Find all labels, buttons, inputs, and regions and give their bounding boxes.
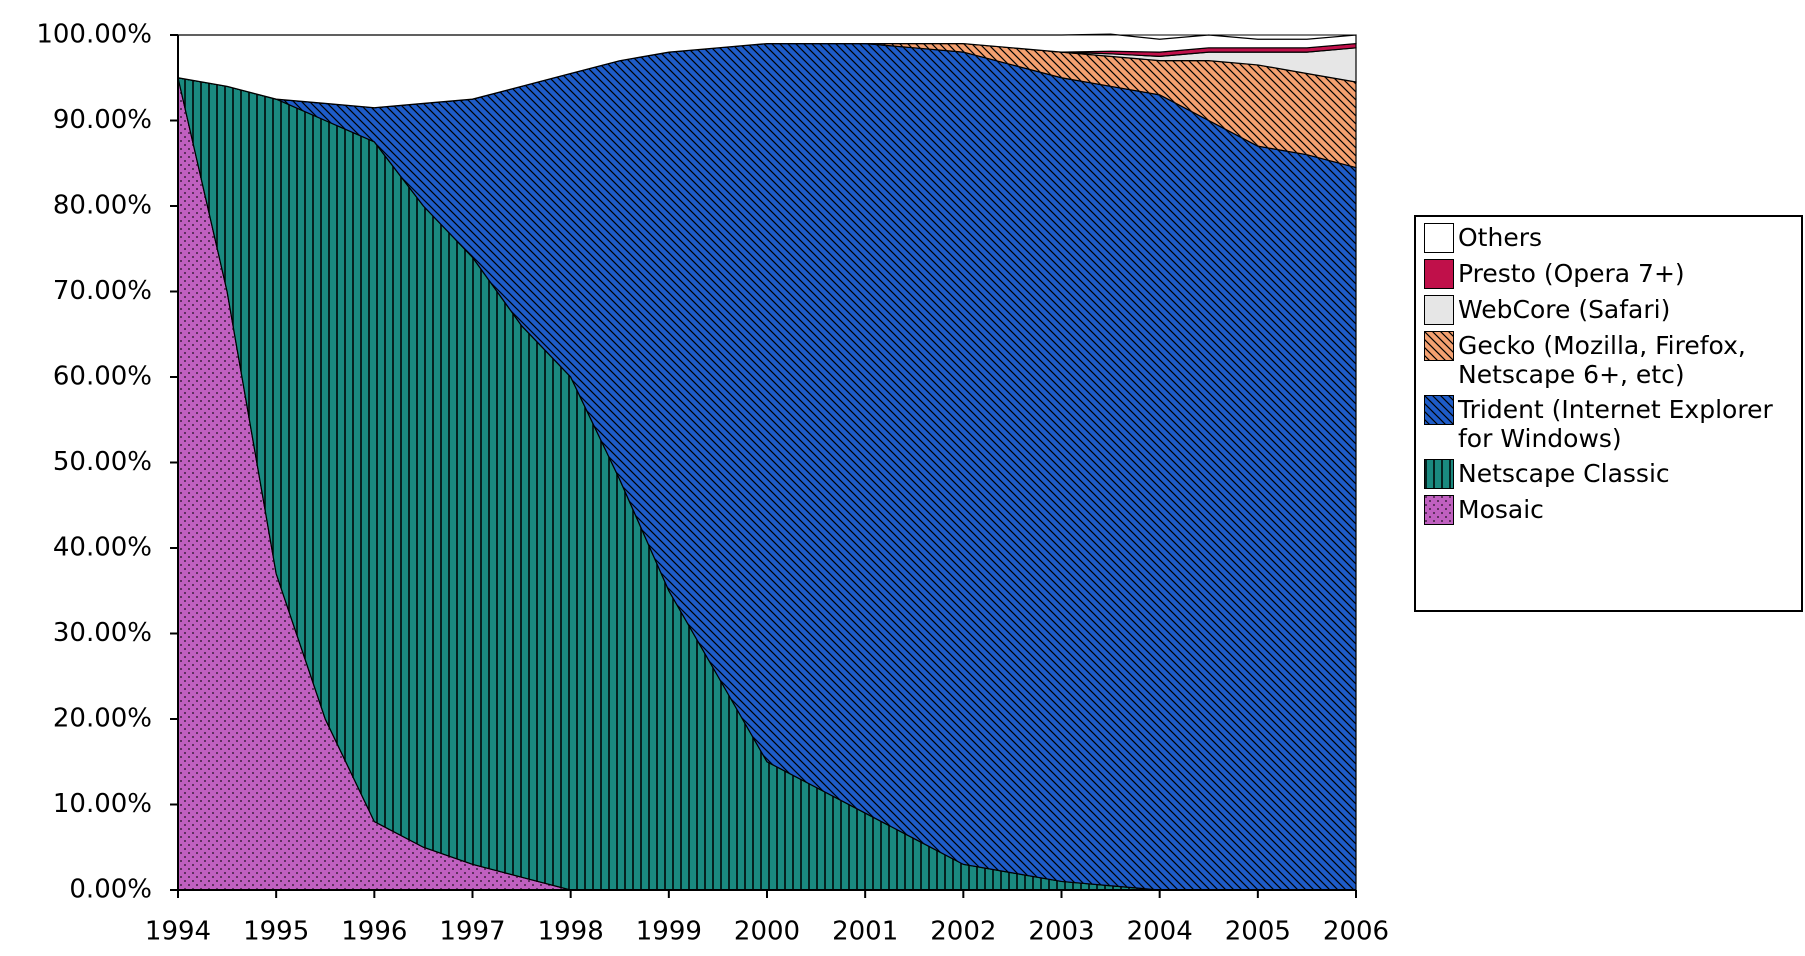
x-tick-label: 2000	[734, 917, 800, 947]
y-tick-label: 50.00%	[53, 447, 152, 477]
legend-swatch	[1424, 459, 1454, 489]
legend-label: Others	[1458, 223, 1543, 252]
legend: Others Presto (Opera 7+) WebCore (Safari) G…	[1414, 215, 1803, 612]
legend-label: WebCore (Safari)	[1458, 295, 1671, 324]
legend-item: Gecko (Mozilla, Firefox, Netscape 6+, et…	[1424, 331, 1793, 389]
x-tick-label: 1997	[439, 917, 505, 947]
x-tick-label: 1996	[341, 917, 407, 947]
legend-label: Gecko (Mozilla, Firefox, Netscape 6+, et…	[1458, 331, 1746, 389]
legend-item: Presto (Opera 7+)	[1424, 259, 1793, 289]
x-tick-label: 1995	[243, 917, 309, 947]
legend-swatch	[1424, 295, 1454, 325]
legend-label: Netscape Classic	[1458, 459, 1670, 488]
legend-swatch	[1424, 223, 1454, 253]
x-tick-label: 2001	[832, 917, 898, 947]
y-tick-label: 20.00%	[53, 704, 152, 734]
legend-item: Others	[1424, 223, 1793, 253]
y-tick-label: 90.00%	[53, 105, 152, 135]
legend-item: Netscape Classic	[1424, 459, 1793, 489]
legend-item: WebCore (Safari)	[1424, 295, 1793, 325]
legend-swatch	[1424, 331, 1454, 361]
x-tick-label: 1999	[636, 917, 702, 947]
legend-label: Presto (Opera 7+)	[1458, 259, 1685, 288]
y-tick-label: 30.00%	[53, 618, 152, 648]
y-tick-label: 80.00%	[53, 191, 152, 221]
legend-swatch	[1424, 395, 1454, 425]
legend-label: Mosaic	[1458, 495, 1544, 524]
x-tick-label: 2005	[1225, 917, 1291, 947]
legend-swatch	[1424, 495, 1454, 525]
legend-item: Trident (Internet Explorer for Windows)	[1424, 395, 1793, 453]
y-tick-label: 100.00%	[36, 20, 152, 50]
legend-label: Trident (Internet Explorer for Windows)	[1458, 395, 1773, 453]
y-tick-label: 10.00%	[53, 789, 152, 819]
y-tick-label: 0.00%	[69, 875, 152, 905]
x-tick-label: 2006	[1323, 917, 1389, 947]
y-tick-label: 60.00%	[53, 362, 152, 392]
y-tick-label: 70.00%	[53, 276, 152, 306]
y-tick-label: 40.00%	[53, 533, 152, 563]
x-tick-label: 2004	[1127, 917, 1193, 947]
x-tick-label: 2002	[930, 917, 996, 947]
x-tick-label: 1994	[145, 917, 211, 947]
legend-swatch	[1424, 259, 1454, 289]
legend-item: Mosaic	[1424, 495, 1793, 525]
x-tick-label: 1998	[538, 917, 604, 947]
x-tick-label: 2003	[1028, 917, 1094, 947]
